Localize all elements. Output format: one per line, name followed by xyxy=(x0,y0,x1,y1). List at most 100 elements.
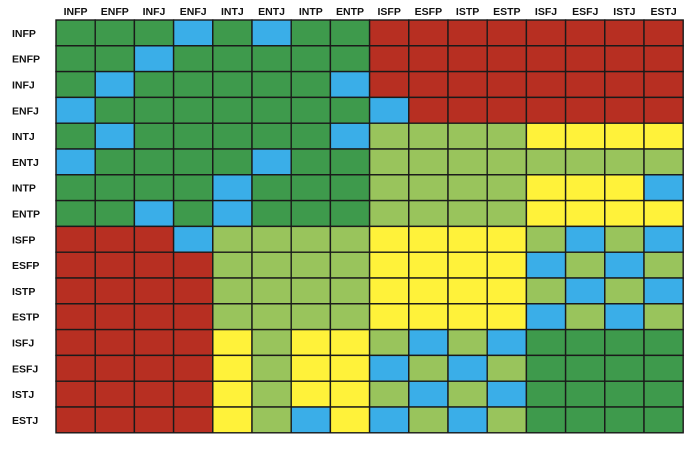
cell-entj-istp xyxy=(447,148,488,176)
cell-intp-enfp xyxy=(94,174,136,202)
cell-enfj-enfj xyxy=(172,96,214,124)
cell-esfp-infp xyxy=(55,251,96,279)
column-label-esfj: ESFJ xyxy=(572,6,598,18)
cell-entp-istp xyxy=(447,199,488,228)
cell-intj-entp xyxy=(329,122,371,150)
cell-intj-istj xyxy=(604,122,645,150)
cell-enfp-esfj xyxy=(564,45,606,73)
cell-infp-istj xyxy=(604,19,645,47)
row-label-esfp: ESFP xyxy=(12,260,39,272)
cell-infj-infj xyxy=(133,70,175,99)
cell-enfj-intj xyxy=(212,96,253,124)
cell-entj-enfj xyxy=(172,148,214,176)
row-label-estj: ESTJ xyxy=(12,415,38,427)
cell-istj-entj xyxy=(251,380,292,408)
cell-isfp-intp xyxy=(290,225,332,253)
cell-enfp-intp xyxy=(290,45,332,73)
cell-esfj-isfj xyxy=(525,354,567,382)
cell-istj-estp xyxy=(486,380,528,408)
cell-infp-isfj xyxy=(525,19,567,47)
cell-infp-esfj xyxy=(564,19,606,47)
cell-enfp-entp xyxy=(329,45,371,73)
cell-enfp-isfj xyxy=(525,45,567,73)
cell-entp-estj xyxy=(643,199,684,228)
cell-infp-intp xyxy=(290,19,332,47)
cell-enfj-estj xyxy=(643,96,684,124)
cell-istj-entp xyxy=(329,380,371,408)
cell-istp-isfp xyxy=(368,277,410,305)
cell-esfj-istj xyxy=(604,354,645,382)
cell-infp-infj xyxy=(133,19,175,47)
cell-infj-esfj xyxy=(564,70,606,99)
cell-estj-esfp xyxy=(408,406,449,434)
row-label-istp: ISTP xyxy=(12,286,35,298)
cell-enfp-estj xyxy=(643,45,684,73)
cells-layer xyxy=(55,19,684,434)
cell-isfp-esfp xyxy=(408,225,449,253)
cell-esfp-estp xyxy=(486,251,528,279)
cell-esfj-entj xyxy=(251,354,292,382)
cell-intj-infp xyxy=(55,122,96,150)
cell-isfp-istj xyxy=(604,225,645,253)
row-label-enfp: ENFP xyxy=(12,54,40,66)
cell-intp-esfp xyxy=(408,174,449,202)
cell-esfp-infj xyxy=(133,251,175,279)
cell-istj-estj xyxy=(643,380,684,408)
cell-isfj-isfp xyxy=(368,328,410,357)
cell-esfp-entp xyxy=(329,251,371,279)
cell-istj-enfj xyxy=(172,380,214,408)
column-label-estj: ESTJ xyxy=(650,6,676,18)
cell-istp-estp xyxy=(486,277,528,305)
cell-intj-intp xyxy=(290,122,332,150)
cell-istj-istp xyxy=(447,380,488,408)
cell-intp-infp xyxy=(55,174,96,202)
cell-isfj-enfp xyxy=(94,328,136,357)
cell-isfj-infp xyxy=(55,328,96,357)
cell-isfp-intj xyxy=(212,225,253,253)
cell-infj-intp xyxy=(290,70,332,99)
cell-entp-esfp xyxy=(408,199,449,228)
cell-estj-estp xyxy=(486,406,528,434)
cell-estp-enfj xyxy=(172,303,214,331)
cell-enfp-istj xyxy=(604,45,645,73)
cell-entp-enfj xyxy=(172,199,214,228)
cell-isfp-infj xyxy=(133,225,175,253)
cell-estj-intp xyxy=(290,406,332,434)
cell-infj-esfp xyxy=(408,70,449,99)
cell-entp-infp xyxy=(55,199,96,228)
row-label-isfj: ISFJ xyxy=(12,338,34,350)
cell-enfp-esfp xyxy=(408,45,449,73)
cell-esfp-enfj xyxy=(172,251,214,279)
column-label-enfj: ENFJ xyxy=(180,6,207,18)
cell-esfj-esfj xyxy=(564,354,606,382)
cell-infj-enfj xyxy=(172,70,214,99)
cell-isfp-estp xyxy=(486,225,528,253)
cell-enfj-istp xyxy=(447,96,488,124)
cell-esfp-enfp xyxy=(94,251,136,279)
cell-entp-enfp xyxy=(94,199,136,228)
cell-istj-infp xyxy=(55,380,96,408)
cell-esfp-istp xyxy=(447,251,488,279)
cell-entj-enfp xyxy=(94,148,136,176)
cell-infp-isfp xyxy=(368,19,410,47)
cell-isfj-estp xyxy=(486,328,528,357)
cell-intp-esfj xyxy=(564,174,606,202)
cell-istp-infp xyxy=(55,277,96,305)
row-label-isfp: ISFP xyxy=(12,234,35,246)
cell-estp-isfj xyxy=(525,303,567,331)
cell-esfj-entp xyxy=(329,354,371,382)
cell-esfp-estj xyxy=(643,251,684,279)
cell-infp-enfj xyxy=(172,19,214,47)
column-label-estp: ESTP xyxy=(493,6,520,18)
cell-esfj-enfp xyxy=(94,354,136,382)
cell-estj-entp xyxy=(329,406,371,434)
cell-infj-entp xyxy=(329,70,371,99)
cell-entp-infj xyxy=(133,199,175,228)
cell-estp-estp xyxy=(486,303,528,331)
cell-esfp-intp xyxy=(290,251,332,279)
cell-entj-infj xyxy=(133,148,175,176)
cell-intp-intj xyxy=(212,174,253,202)
cell-estp-infj xyxy=(133,303,175,331)
